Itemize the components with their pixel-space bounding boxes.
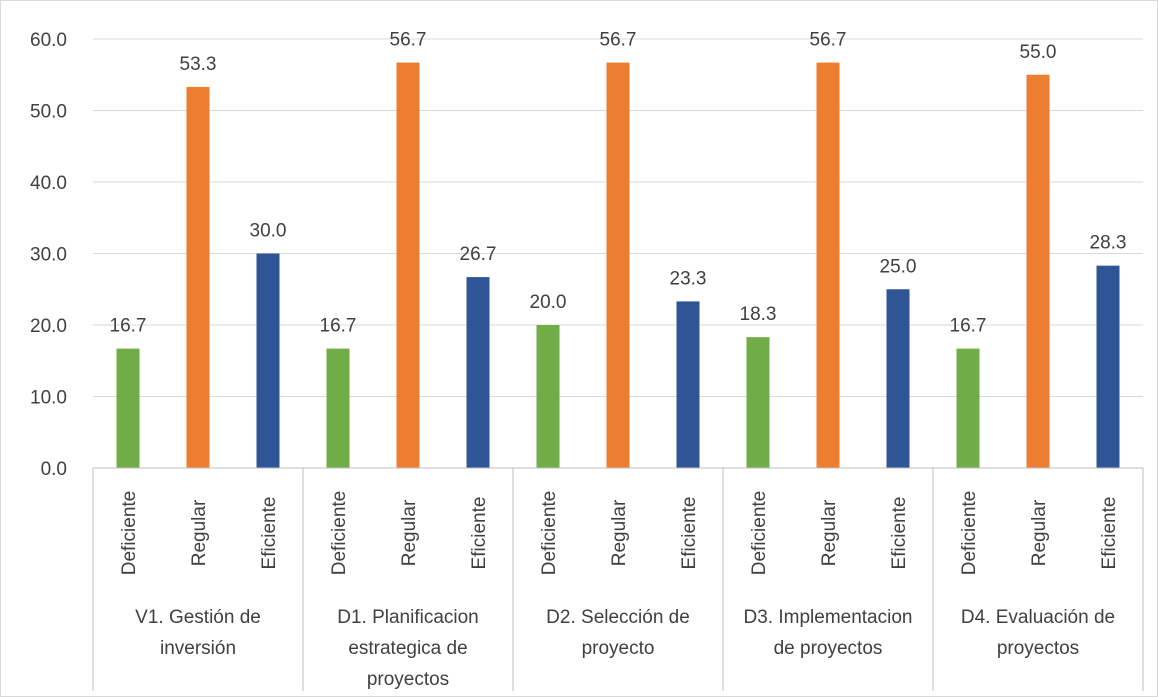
- category-label: Regular: [1029, 499, 1050, 566]
- bar-eficiente: [886, 289, 910, 468]
- group-label: D3. Implementacion: [744, 607, 913, 628]
- category-label: Eficiente: [469, 497, 490, 570]
- data-label: 56.7: [600, 30, 637, 51]
- bar-eficiente: [676, 301, 700, 468]
- category-label: Deficiente: [119, 491, 140, 576]
- category-label: Deficiente: [329, 491, 350, 576]
- bar-regular: [396, 62, 420, 468]
- data-label: 28.3: [1090, 233, 1127, 254]
- group-label: V1. Gestión de: [135, 607, 261, 628]
- y-tick-label: 60.0: [30, 30, 67, 51]
- data-label: 53.3: [180, 54, 217, 75]
- data-label: 16.7: [950, 316, 987, 337]
- bar-eficiente: [466, 277, 490, 468]
- category-label: Deficiente: [749, 491, 770, 576]
- bar-deficiente: [746, 337, 770, 468]
- y-tick-label: 50.0: [30, 102, 67, 123]
- category-label: Eficiente: [679, 497, 700, 570]
- group-label: D4. Evaluación de: [961, 607, 1115, 628]
- bars: [116, 62, 1120, 468]
- group-label: proyecto: [582, 638, 655, 659]
- group-label: inversión: [160, 638, 236, 659]
- bar-regular: [1026, 74, 1050, 468]
- data-label: 56.7: [810, 30, 847, 51]
- bar-regular: [186, 86, 210, 468]
- y-tick-label: 20.0: [30, 316, 67, 337]
- bar-regular: [816, 62, 840, 468]
- group-label: proyectos: [367, 669, 449, 690]
- data-label: 23.3: [670, 268, 707, 289]
- group-label: de proyectos: [774, 638, 883, 659]
- group-label: proyectos: [997, 638, 1079, 659]
- category-label: Regular: [399, 499, 420, 566]
- category-label: Regular: [819, 499, 840, 566]
- y-tick-label: 40.0: [30, 173, 67, 194]
- group-label: D1. Planificacion: [337, 607, 479, 628]
- category-label: Eficiente: [889, 497, 910, 570]
- y-tick-label: 0.0: [41, 459, 67, 480]
- y-tick-label: 30.0: [30, 245, 67, 266]
- category-label: Regular: [189, 499, 210, 566]
- data-labels: 16.7 53.3 30.0 16.7 56.7 26.7 20.0 56.7 23.3 18.3…: [110, 30, 1127, 337]
- data-label: 25.0: [880, 256, 917, 277]
- category-label: Eficiente: [259, 497, 280, 570]
- bar-deficiente: [116, 348, 140, 468]
- y-axis: 0.0 10.0 20.0 30.0 40.0 50.0 60.0: [30, 30, 67, 480]
- category-label: Deficiente: [959, 491, 980, 576]
- data-label: 20.0: [530, 292, 567, 313]
- data-label: 56.7: [390, 30, 427, 51]
- bar-deficiente: [956, 348, 980, 468]
- category-label: Deficiente: [539, 491, 560, 576]
- data-label: 18.3: [740, 304, 777, 325]
- category-label: Eficiente: [1099, 497, 1120, 570]
- data-label: 16.7: [110, 316, 147, 337]
- bar-deficiente: [326, 348, 350, 468]
- bar-deficiente: [536, 325, 560, 468]
- data-label: 26.7: [460, 244, 497, 265]
- data-label: 55.0: [1020, 42, 1057, 63]
- group-label: estrategica de: [348, 638, 467, 659]
- group-label: D2. Selección de: [546, 607, 690, 628]
- bar-regular: [606, 62, 630, 468]
- data-label: 16.7: [320, 316, 357, 337]
- x-axis: Deficiente Regular Eficiente V1. Gestión de…: [92, 467, 1144, 691]
- category-label: Regular: [609, 499, 630, 566]
- bar-eficiente: [256, 253, 280, 468]
- bar-eficiente: [1096, 265, 1120, 468]
- y-tick-label: 10.0: [30, 388, 67, 409]
- data-label: 30.0: [250, 221, 287, 242]
